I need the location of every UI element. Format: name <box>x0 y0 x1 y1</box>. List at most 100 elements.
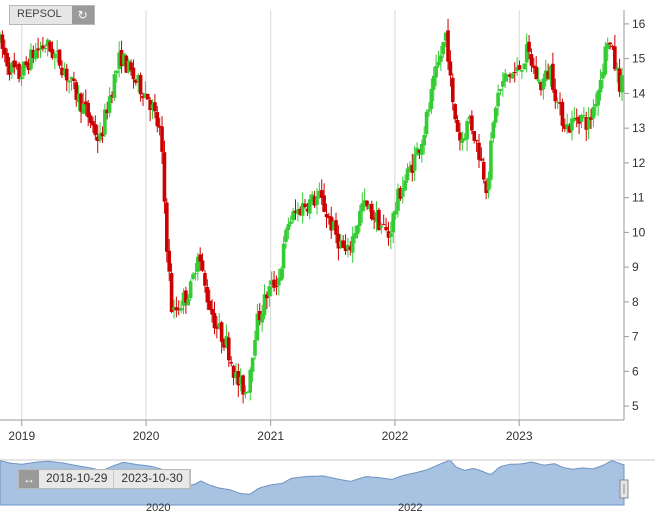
candle-body <box>579 114 584 122</box>
candle-body <box>336 233 341 249</box>
candle-body <box>269 280 274 285</box>
candle-body <box>582 114 586 116</box>
candle-body <box>262 294 267 316</box>
candle-body <box>62 70 67 74</box>
candle-body <box>196 256 200 272</box>
candle-body <box>198 254 202 262</box>
candle-body <box>246 391 250 393</box>
candle-body <box>153 102 157 112</box>
candle-body <box>148 100 152 110</box>
candle-body <box>574 117 579 120</box>
candle-body <box>2 47 7 55</box>
candle-body <box>341 240 345 248</box>
candle-body <box>24 61 29 66</box>
candle-body <box>436 61 441 66</box>
candle-body <box>184 290 188 303</box>
candle-body <box>298 208 303 215</box>
candle-body <box>617 68 622 92</box>
candle-body <box>172 307 176 310</box>
candle-body <box>319 190 324 198</box>
candle-body <box>560 101 565 126</box>
candle-body <box>536 79 541 82</box>
candle-body <box>145 93 150 100</box>
date-range-selector[interactable]: ↔ 2018-10-29 2023-10-30 <box>18 469 191 489</box>
candle-body <box>217 323 222 328</box>
candle-body <box>274 285 279 288</box>
x-tick-label-2019: 2019 <box>8 429 35 443</box>
candle-body <box>67 80 71 83</box>
candle-body <box>422 135 426 146</box>
candle-body <box>284 229 288 242</box>
range-end-date[interactable]: 2023-10-30 <box>114 470 190 488</box>
candle-body <box>405 168 410 181</box>
candle-body <box>105 109 110 114</box>
candle-body <box>472 131 477 141</box>
y-tick-label-10: 10 <box>632 225 646 239</box>
candle-body <box>215 326 219 329</box>
candle-body <box>503 73 508 82</box>
candle-body <box>255 313 260 341</box>
candle-body <box>615 67 620 71</box>
candle-body <box>420 143 424 155</box>
y-tick-label-16: 16 <box>632 17 646 31</box>
candle-body <box>462 138 467 141</box>
symbol-selector[interactable]: REPSOL ↻ <box>9 5 95 25</box>
candle-body <box>267 286 272 297</box>
candle-body <box>91 121 95 126</box>
x-tick-label-2020: 2020 <box>133 429 160 443</box>
candle-body <box>327 215 331 219</box>
range-start-date[interactable]: 2018-10-29 <box>39 470 115 488</box>
candle-body <box>429 88 434 110</box>
candle-body <box>186 299 191 306</box>
candle-body <box>412 154 417 171</box>
candle-body <box>386 231 391 238</box>
candle-body <box>381 224 386 226</box>
candle-body <box>64 68 69 81</box>
candle-body <box>281 243 286 269</box>
candle-body <box>207 300 212 310</box>
candle-body <box>346 244 350 250</box>
candle-body <box>50 48 55 58</box>
candle-body <box>26 62 31 70</box>
candle-body <box>169 273 174 312</box>
candle-body <box>279 268 284 281</box>
candle-body <box>598 79 603 93</box>
candle-body <box>310 194 314 202</box>
candle-body <box>29 49 33 70</box>
candle-body <box>427 109 431 112</box>
candle-body <box>265 294 269 299</box>
navigator-label-2022: 2022 <box>398 502 422 514</box>
y-tick-label-15: 15 <box>632 52 646 66</box>
candle-body <box>486 177 491 191</box>
candle-body <box>389 232 393 237</box>
candle-body <box>374 212 379 223</box>
candle-body <box>167 250 172 272</box>
candle-body <box>608 42 612 45</box>
candle-body <box>446 30 450 62</box>
candle-body <box>338 241 343 247</box>
candle-body <box>541 78 546 90</box>
candle-body <box>532 65 536 68</box>
candle-body <box>477 142 481 160</box>
candle-body <box>210 308 214 315</box>
candle-body <box>515 67 519 72</box>
refresh-icon[interactable]: ↻ <box>71 6 94 24</box>
candle-body <box>231 365 236 378</box>
candle-body <box>534 66 539 80</box>
candle-body <box>520 70 524 72</box>
candle-body <box>577 116 581 124</box>
candle-body <box>205 286 210 303</box>
range-arrows-icon: ↔ <box>19 470 39 488</box>
candle-body <box>138 75 143 95</box>
vertical-grid <box>21 10 520 420</box>
candle-body <box>33 50 38 59</box>
candle-body <box>360 203 365 212</box>
candle-body <box>474 140 479 142</box>
candle-body <box>122 53 126 65</box>
candle-body <box>527 41 531 52</box>
candle-body <box>236 371 241 386</box>
candle-body <box>305 208 310 212</box>
candle-body <box>470 115 474 131</box>
candle-body <box>224 335 229 346</box>
candle-body <box>372 217 376 220</box>
